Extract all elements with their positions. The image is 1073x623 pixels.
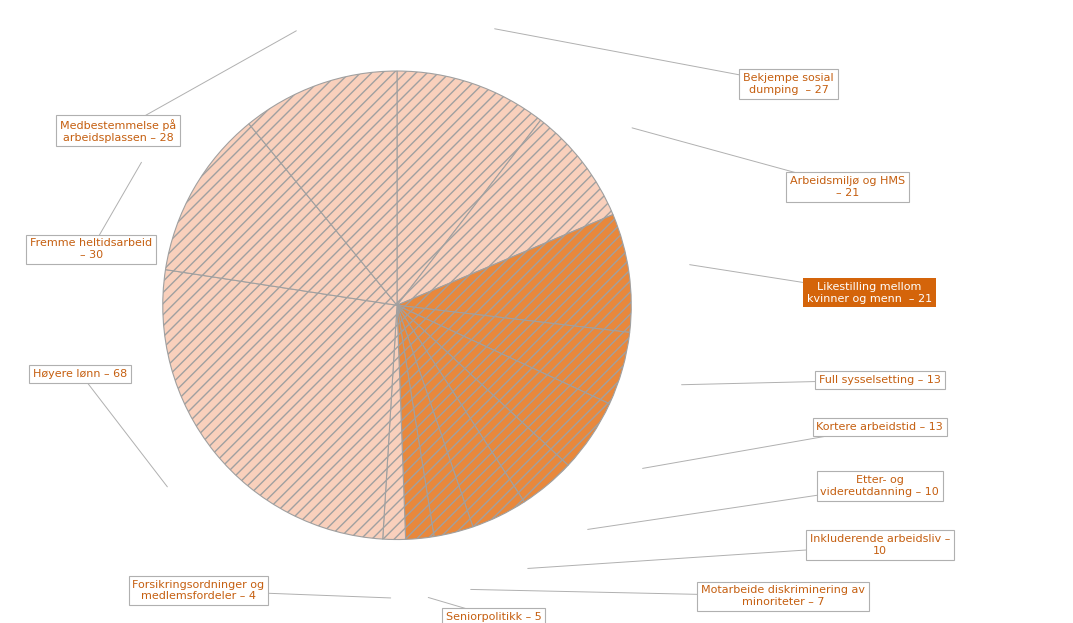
Wedge shape: [397, 305, 473, 536]
Text: Medbestemmelse på
arbeidsplassen – 28: Medbestemmelse på arbeidsplassen – 28: [60, 119, 176, 143]
Wedge shape: [163, 270, 397, 539]
Text: Likestilling mellom
kvinner og menn  – 21: Likestilling mellom kvinner og menn – 21: [807, 282, 931, 303]
Text: Bekjempe sosial
dumping  – 27: Bekjempe sosial dumping – 27: [744, 74, 834, 95]
Wedge shape: [165, 124, 397, 305]
Text: Høyere lønn – 68: Høyere lønn – 68: [33, 369, 128, 379]
Wedge shape: [397, 305, 525, 527]
Wedge shape: [397, 120, 613, 305]
Wedge shape: [397, 305, 609, 465]
Text: Arbeidsmiljø og HMS
– 21: Arbeidsmiljø og HMS – 21: [790, 176, 906, 197]
Wedge shape: [397, 215, 631, 333]
Text: Full sysselsetting – 13: Full sysselsetting – 13: [819, 375, 941, 385]
Text: Forsikringsordninger og
medlemsfordeler – 4: Forsikringsordninger og medlemsfordeler …: [132, 580, 265, 601]
Wedge shape: [397, 71, 541, 305]
Text: Seniorpolitikk – 5: Seniorpolitikk – 5: [445, 612, 542, 622]
Wedge shape: [397, 305, 630, 404]
Wedge shape: [383, 305, 406, 540]
Text: Etter- og
videreutdanning – 10: Etter- og videreutdanning – 10: [821, 475, 939, 497]
Wedge shape: [249, 71, 397, 305]
Text: Kortere arbeidstid – 13: Kortere arbeidstid – 13: [817, 422, 943, 432]
Text: Inkluderende arbeidsliv –
10: Inkluderende arbeidsliv – 10: [810, 535, 950, 556]
Wedge shape: [397, 305, 435, 540]
Text: Motarbeide diskriminering av
minoriteter – 7: Motarbeide diskriminering av minoriteter…: [702, 586, 865, 607]
Wedge shape: [397, 305, 568, 502]
Text: Fremme heltidsarbeid
– 30: Fremme heltidsarbeid – 30: [30, 239, 152, 260]
